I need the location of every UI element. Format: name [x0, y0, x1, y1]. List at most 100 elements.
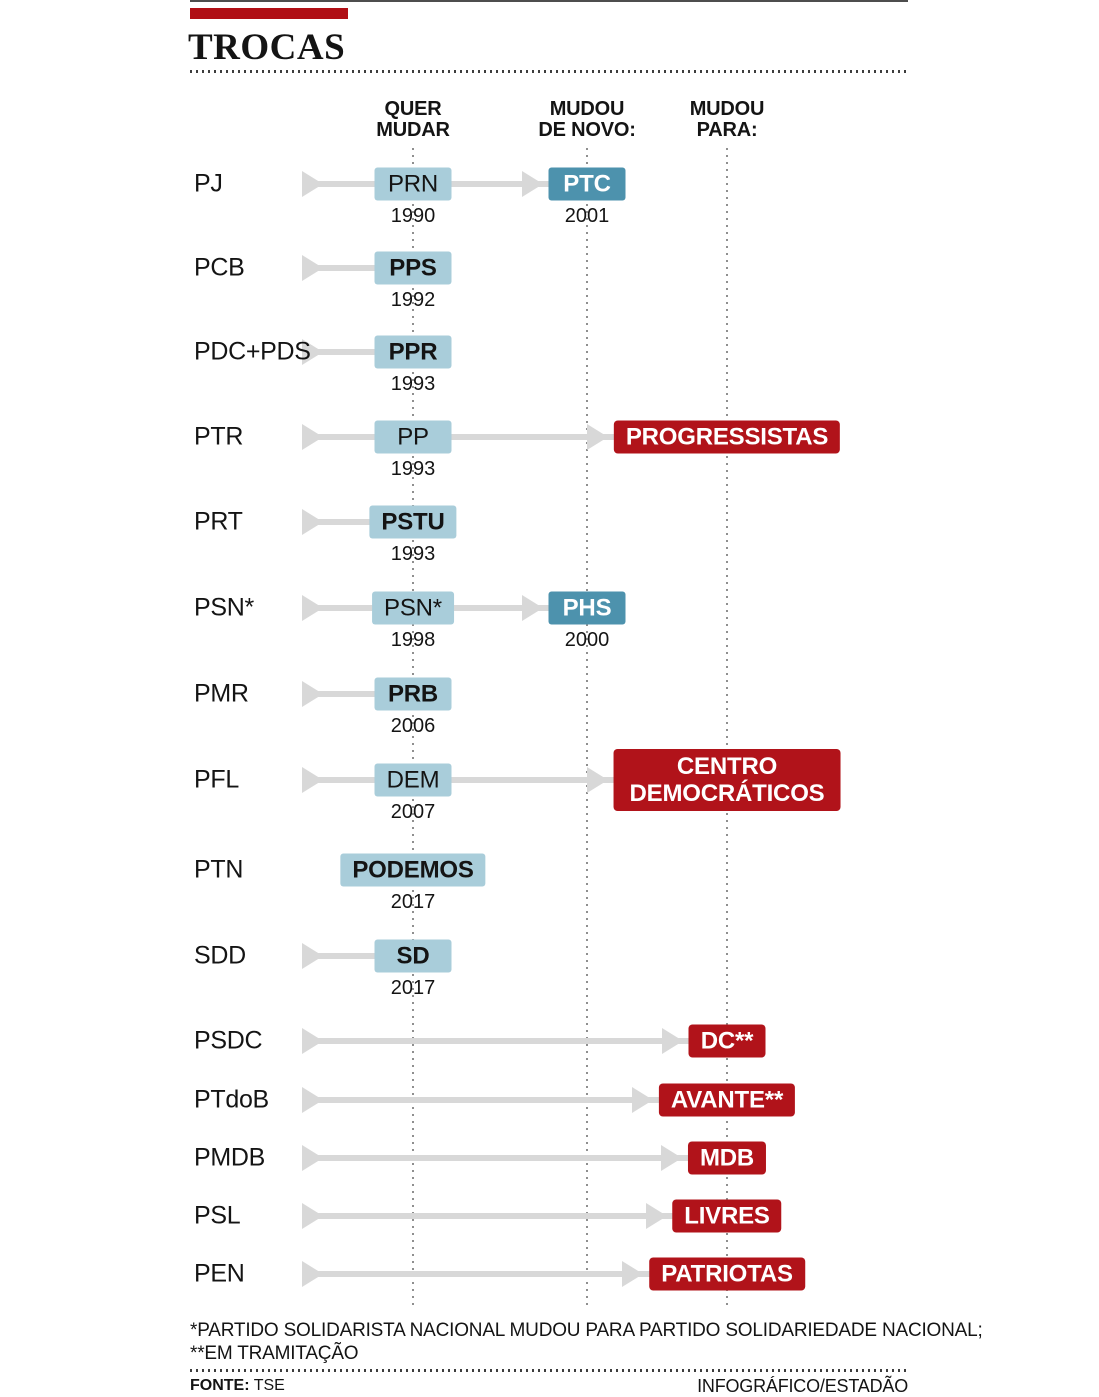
- origin-party-label: SDD: [194, 941, 246, 970]
- stage1-year: 1993: [390, 543, 436, 565]
- arrow-line: [318, 181, 379, 187]
- origin-party-label: PSL: [194, 1201, 241, 1230]
- origin-party-label: PJ: [194, 169, 223, 198]
- arrow-line: [318, 1271, 653, 1277]
- stage1-year: 1993: [390, 458, 436, 480]
- stage1-year: 1993: [390, 373, 436, 395]
- stage1-year: 2017: [390, 891, 436, 913]
- result-box: PROGRESSISTAS: [613, 420, 841, 454]
- arrow-line: [318, 777, 379, 783]
- arrow-head-icon: [521, 171, 543, 197]
- arrow-start-icon: [302, 1145, 323, 1171]
- stage1-box: PSTU: [369, 505, 457, 539]
- red-accent-bar: [190, 8, 348, 19]
- footer-dotted-rule: [190, 1369, 908, 1372]
- arrow-head-icon: [632, 1087, 653, 1113]
- stage2-box: PHS: [548, 591, 626, 625]
- arrow-head-icon: [661, 1145, 682, 1171]
- dotted-column-line-3: [726, 148, 728, 1308]
- arrow-line: [318, 265, 379, 271]
- stage1-year: 2017: [390, 977, 436, 999]
- stage1-box: PPS: [374, 251, 452, 285]
- arrow-line: [447, 434, 618, 440]
- stage1-box: PSN*: [372, 591, 454, 625]
- result-box: MDB: [687, 1141, 767, 1175]
- stage1-box: PODEMOS: [340, 853, 486, 887]
- credit-label: INFOGRÁFICO/ESTADÃO: [697, 1376, 908, 1396]
- origin-party-label: PSN*: [194, 593, 254, 622]
- arrow-head-icon: [645, 1203, 667, 1229]
- column-header-1: QUER MUDAR: [376, 98, 450, 141]
- stage1-box: DEM: [374, 763, 452, 797]
- arrow-line: [318, 1097, 663, 1103]
- origin-party-label: PRT: [194, 507, 243, 536]
- result-box: LIVRES: [672, 1199, 782, 1233]
- source-value: TSE: [249, 1377, 285, 1394]
- arrow-start-icon: [302, 1261, 323, 1287]
- stage2-year: 2001: [564, 205, 610, 227]
- stage1-box: SD: [374, 939, 452, 973]
- page-title: TROCAS: [188, 27, 346, 68]
- arrow-start-icon: [302, 339, 323, 365]
- result-box: DC**: [688, 1024, 766, 1058]
- result-box: AVANTE**: [658, 1083, 796, 1117]
- arrow-start-icon: [302, 509, 323, 535]
- stage2-year: 2000: [564, 629, 610, 651]
- stage1-box: PP: [374, 420, 452, 454]
- arrow-start-icon: [302, 424, 323, 450]
- arrow-start-icon: [302, 943, 323, 969]
- arrow-line: [318, 1213, 677, 1219]
- origin-party-label: PMDB: [194, 1143, 266, 1172]
- origin-party-label: PMR: [194, 679, 249, 708]
- column-header-2: MUDOU DE NOVO:: [538, 98, 636, 141]
- origin-party-label: PFL: [194, 765, 239, 794]
- source-label: FONTE:: [190, 1377, 250, 1394]
- arrow-head-icon: [661, 1028, 683, 1054]
- arrow-start-icon: [302, 681, 323, 707]
- arrow-line: [318, 605, 376, 611]
- stage1-year: 2007: [390, 801, 436, 823]
- column-header-3: MUDOU PARA:: [689, 98, 765, 141]
- result-box: PATRIOTAS: [649, 1257, 805, 1291]
- arrow-start-icon: [302, 1203, 323, 1229]
- arrow-line: [447, 181, 553, 187]
- arrow-head-icon: [586, 767, 608, 793]
- arrow-head-icon: [587, 424, 608, 450]
- arrow-start-icon: [302, 767, 323, 793]
- arrow-line: [318, 1038, 693, 1044]
- arrow-start-icon: [302, 1087, 323, 1113]
- stage1-box: PPR: [374, 335, 452, 369]
- arrow-head-icon: [622, 1261, 643, 1287]
- origin-party-label: PCB: [194, 253, 245, 282]
- stage1-year: 1992: [390, 289, 436, 311]
- origin-party-label: PSDC: [194, 1026, 263, 1055]
- stage1-year: 1998: [390, 629, 436, 651]
- footnote-1: *PARTIDO SOLIDARISTA NACIONAL MUDOU PARA…: [190, 1320, 983, 1341]
- arrow-line: [318, 519, 374, 525]
- result-box: CENTRO DEMOCRÁTICOS: [613, 749, 841, 811]
- arrow-start-icon: [302, 1028, 323, 1054]
- dotted-column-line-2: [586, 148, 588, 1308]
- dotted-column-line-1: [412, 148, 414, 1308]
- origin-party-label: PEN: [194, 1259, 245, 1288]
- origin-party-label: PTN: [194, 855, 244, 884]
- arrow-line: [318, 953, 379, 959]
- arrow-line: [318, 349, 379, 355]
- stage1-box: PRB: [374, 677, 452, 711]
- arrow-line: [447, 777, 618, 783]
- stage1-box: PRN: [374, 167, 452, 201]
- arrow-line: [318, 1155, 692, 1161]
- origin-party-label: PTR: [194, 422, 244, 451]
- arrow-line: [318, 691, 379, 697]
- origin-party-label: PDC+PDS: [194, 337, 311, 366]
- stage2-box: PTC: [548, 167, 626, 201]
- header-dotted-rule: [190, 70, 908, 73]
- arrow-line: [318, 434, 379, 440]
- arrow-start-icon: [302, 595, 323, 621]
- footnote-2: **EM TRAMITAÇÃO: [190, 1343, 359, 1364]
- top-rule: [190, 0, 908, 2]
- arrow-start-icon: [302, 171, 323, 197]
- origin-party-label: PTdoB: [194, 1085, 269, 1114]
- arrow-start-icon: [302, 255, 323, 281]
